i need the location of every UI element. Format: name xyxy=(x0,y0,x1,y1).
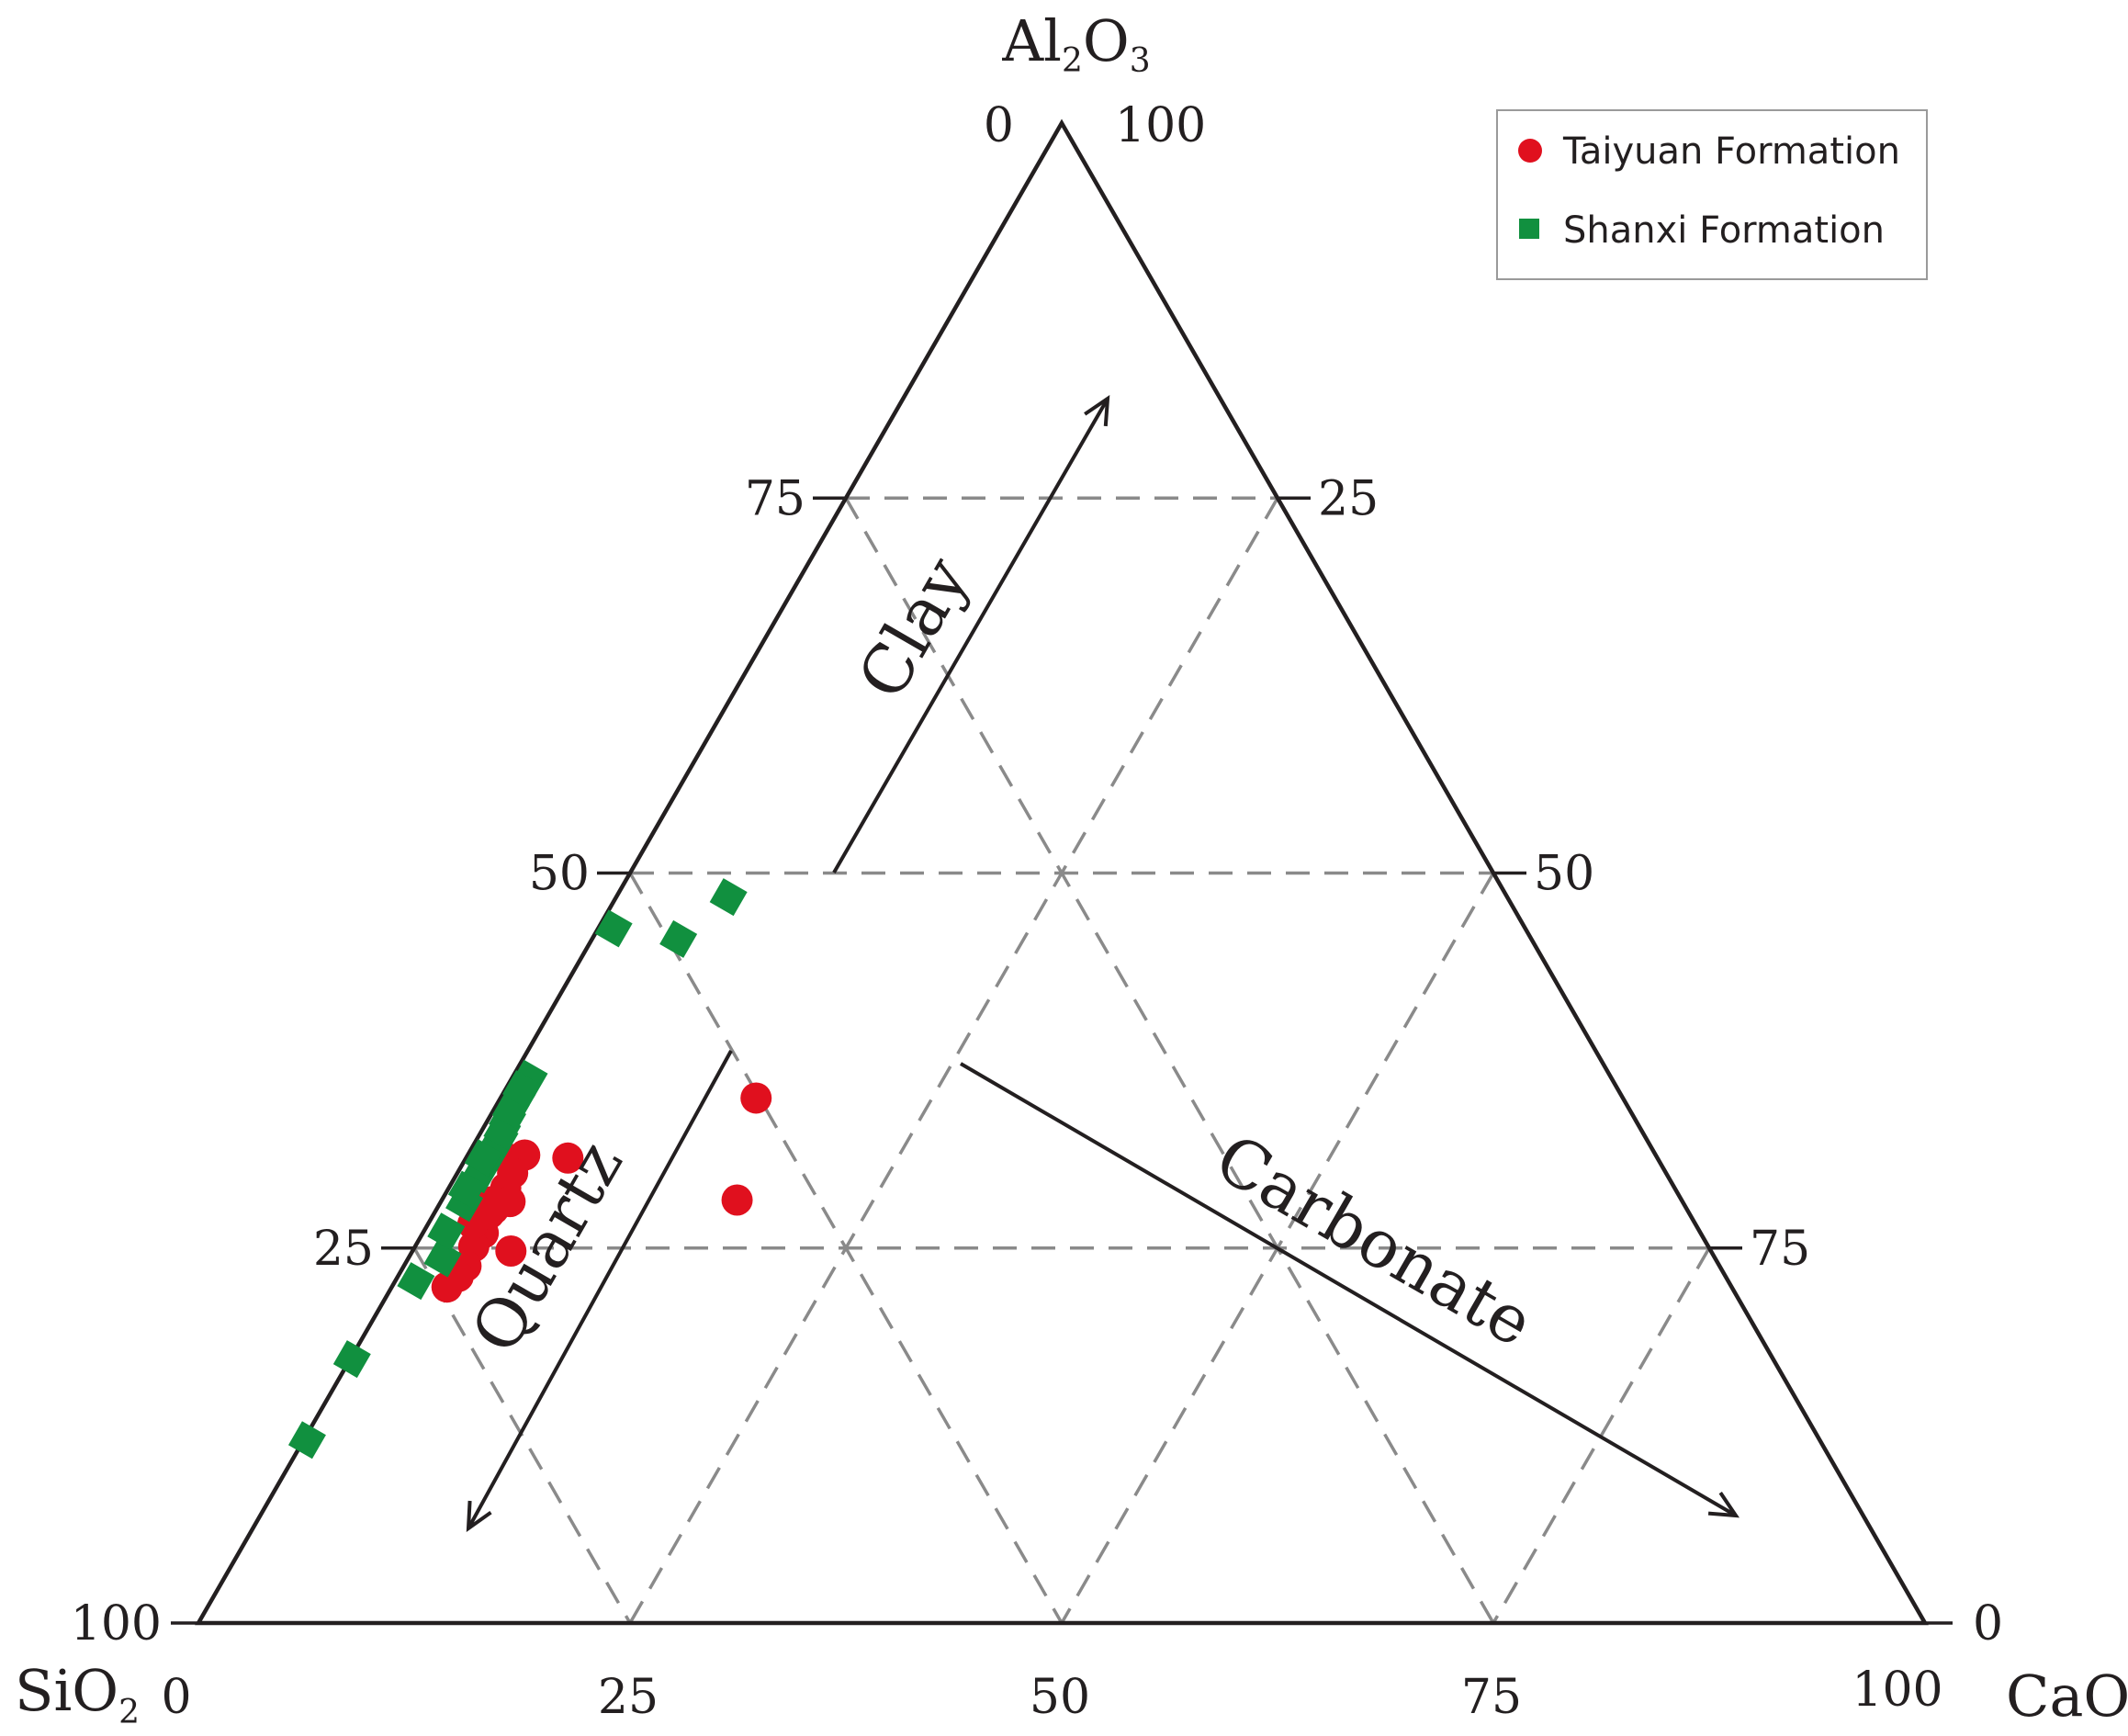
shanxi-point xyxy=(332,1340,371,1379)
top-left-tick-label: 0 xyxy=(984,98,1014,153)
taiyuan-point xyxy=(495,1235,527,1268)
subscript: 2 xyxy=(118,1694,140,1731)
grid-line-sio2-25 xyxy=(844,497,1495,1624)
data-points xyxy=(287,878,772,1460)
grid-lines xyxy=(412,496,1711,1624)
bottom-right-side-label: 0 xyxy=(1973,1596,2003,1651)
taiyuan-point xyxy=(721,1184,753,1216)
al2o3-corner-label: Al2O3 xyxy=(1001,7,1150,80)
taiyuan-point xyxy=(431,1271,463,1303)
grid-line-sio2-75 xyxy=(412,1246,632,1624)
label-part: Al xyxy=(1001,7,1062,74)
subscript: 3 xyxy=(1130,42,1151,80)
right-tick-label: 75 xyxy=(1750,1222,1810,1277)
left-tick-label: 75 xyxy=(745,471,805,526)
clay-label: Clay xyxy=(843,544,985,711)
shanxi-point xyxy=(287,1421,326,1460)
top-right-tick-label: 100 xyxy=(1115,98,1206,153)
axis-ticks: 25 75 25 50 50 50 75 25 75 0 100 100 0 0 100 xyxy=(71,98,2003,1725)
bottom-left-side-label: 100 xyxy=(71,1596,162,1651)
bottom-tick-label: 25 xyxy=(598,1670,659,1725)
shanxi-point xyxy=(594,909,633,948)
grid-line-cao-25 xyxy=(628,497,1279,1624)
right-tick-label: 50 xyxy=(1534,847,1594,902)
taiyuan-point xyxy=(552,1142,584,1174)
bottom-tick-label: 50 xyxy=(1030,1670,1090,1725)
legend-taiyuan-marker xyxy=(1518,139,1542,163)
taiyuan-point xyxy=(473,1198,505,1230)
carbonate-label: Carbonate xyxy=(1203,1119,1546,1361)
right-tick-label: 25 xyxy=(1318,471,1379,526)
quartz-arrow-head xyxy=(466,1500,492,1533)
shanxi-point xyxy=(464,1139,502,1178)
shanxi-point xyxy=(502,1070,541,1109)
clay-arrow-head xyxy=(1084,395,1110,427)
shanxi-point xyxy=(709,878,748,917)
bottom-right-below-label: 100 xyxy=(1852,1663,1942,1718)
sio2-corner-label: SiO2 xyxy=(15,1657,140,1731)
left-tick-label: 25 xyxy=(313,1222,374,1277)
legend-shanxi-label: Shanxi Formation xyxy=(1563,209,1885,252)
clay-arrow-shaft xyxy=(832,397,1109,874)
shanxi-point xyxy=(659,919,698,958)
legend-taiyuan-label: Taiyuan Formation xyxy=(1562,130,1900,173)
legend-shanxi-marker xyxy=(1519,219,1539,239)
quartz-arrow-shaft xyxy=(467,1050,733,1529)
left-tick-label: 50 xyxy=(529,847,590,902)
bottom-tick-label: 75 xyxy=(1461,1670,1522,1725)
label-part: O xyxy=(1083,7,1130,74)
shanxi-point xyxy=(427,1212,466,1251)
shanxi-point xyxy=(397,1262,435,1301)
cao-corner-label: CaO xyxy=(2006,1663,2128,1730)
bottom-left-below-label: 0 xyxy=(161,1670,191,1725)
shanxi-point xyxy=(447,1170,486,1209)
subscript: 2 xyxy=(1062,42,1083,80)
carbonate-arrow-head xyxy=(1707,1492,1740,1518)
label-part: SiO xyxy=(15,1657,118,1724)
legend-box xyxy=(1496,109,1928,280)
legend: Taiyuan Formation Shanxi Formation xyxy=(1496,109,1928,280)
carbonate-arrow-shaft xyxy=(959,1062,1738,1517)
grid-line-sio2-50 xyxy=(628,872,1064,1624)
direction-arrows xyxy=(466,395,1740,1533)
shanxi-point xyxy=(423,1239,462,1278)
taiyuan-point xyxy=(740,1082,772,1114)
